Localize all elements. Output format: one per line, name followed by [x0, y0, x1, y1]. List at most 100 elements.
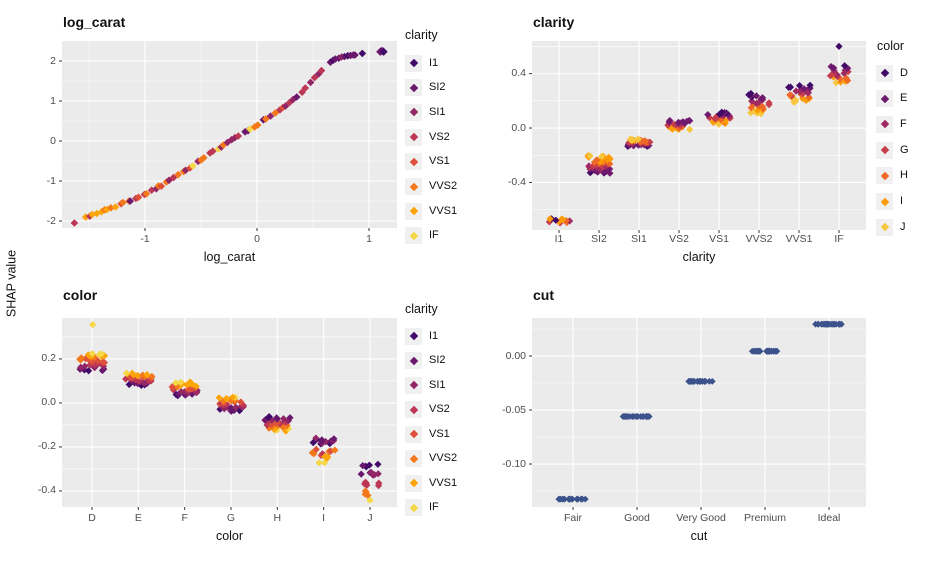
legend-swatch-diamond-icon — [880, 197, 889, 206]
panel-clarity — [529, 41, 866, 233]
legend-key — [405, 202, 422, 220]
y-tick-label: -1 — [46, 174, 56, 187]
legend-key-row: SI1 — [405, 376, 446, 394]
legend-swatch-diamond-icon — [409, 454, 418, 463]
legend-key-row: IF — [405, 499, 439, 516]
legend-key — [405, 128, 422, 146]
x-tick-label: F — [181, 512, 188, 524]
x-tick-label: Premium — [743, 512, 786, 524]
legend-key-label: E — [900, 92, 908, 105]
gridlines — [532, 41, 866, 230]
y-tick-label: -0.05 — [502, 403, 526, 416]
x-tick-label: SI2 — [591, 233, 607, 245]
x-tick-label: I1 — [554, 233, 564, 245]
legend-swatch-diamond-icon — [409, 231, 418, 241]
legend-key-label: SI1 — [429, 378, 446, 391]
y-tick-label: 0 — [50, 134, 56, 147]
legend-swatch-diamond-icon — [409, 58, 418, 68]
legend-key-label: SI1 — [429, 105, 446, 118]
legend-key — [876, 115, 893, 133]
y-tick-label: -0.4 — [37, 484, 56, 497]
legend-key — [405, 153, 422, 171]
legend-key-row: J — [876, 218, 906, 236]
y-tick-label: 0.00 — [505, 349, 526, 362]
legend-swatch-diamond-icon — [880, 171, 889, 181]
legend-swatch-diamond-icon — [409, 157, 418, 167]
legend-swatch-diamond-icon — [409, 132, 418, 142]
legend-key-label: VS2 — [429, 403, 450, 415]
panel-log_carat — [59, 41, 397, 231]
data-points — [555, 320, 845, 503]
y-tick-label: 0.0 — [511, 121, 526, 134]
legend-key — [405, 352, 422, 369]
y-axis-title: SHAP value — [4, 249, 19, 318]
legend-swatch-diamond-icon — [409, 405, 418, 414]
legend-key-label: I1 — [429, 329, 439, 342]
panel-title-clarity: clarity — [533, 14, 575, 30]
legend-swatch-diamond-icon — [409, 356, 418, 365]
x-tick-label: VVS2 — [745, 233, 773, 245]
x-tick-label: J — [367, 512, 373, 524]
panel-title-color: color — [63, 287, 98, 303]
legend-key-row: VVS2 — [405, 178, 457, 195]
x-tick-label: E — [134, 512, 142, 524]
legend-key-label: SI2 — [429, 81, 446, 94]
legend-swatch-diamond-icon — [409, 182, 418, 191]
legend-key — [405, 327, 422, 345]
y-tick-label: -0.4 — [507, 175, 526, 188]
legend-swatch-diamond-icon — [409, 206, 418, 216]
legend-key — [876, 141, 893, 159]
x-tick-label: SI1 — [631, 233, 647, 245]
x-axis-title-log-carat: log_carat — [203, 250, 256, 264]
legend-swatch-diamond-icon — [409, 429, 418, 439]
y-tick-label: 2 — [50, 54, 56, 67]
legend-key-row: VS1 — [405, 425, 450, 443]
legend-swatch-diamond-icon — [409, 478, 418, 488]
legend-key-row: SI1 — [405, 103, 446, 121]
legend-title-clarity-2: clarity — [405, 302, 438, 316]
legend-key-row: VS2 — [405, 128, 450, 146]
legend-key-row: F — [876, 115, 907, 133]
legend-swatch-diamond-icon — [409, 83, 418, 92]
legend-key-row: I1 — [405, 54, 438, 72]
y-tick-label: -0.2 — [37, 440, 56, 453]
legend-key-row: I1 — [405, 327, 439, 345]
x-tick-label: Good — [624, 512, 650, 524]
legend-key-label: H — [900, 169, 908, 182]
legend-key-label: IF — [429, 501, 439, 513]
legend-key — [405, 499, 422, 516]
legend-title-color: color — [877, 39, 905, 53]
y-tick-label: 0.4 — [511, 67, 526, 80]
x-tick-label: VVS1 — [785, 233, 813, 245]
legend-swatch-diamond-icon — [409, 108, 418, 117]
legend-key-label: VVS2 — [429, 452, 458, 464]
legend-key-row: E — [876, 90, 908, 108]
x-tick-label: VS2 — [669, 233, 689, 245]
legend-key-label: VS1 — [429, 427, 450, 440]
legend-key-row: VVS2 — [405, 450, 457, 467]
legend-key — [876, 64, 893, 82]
y-tick-label: -2 — [46, 214, 56, 227]
legend-key-label: VVS1 — [429, 476, 458, 489]
panel-title-log-carat: log_carat — [63, 14, 126, 30]
legend-key-label: VS1 — [429, 155, 450, 168]
x-axis-title-color: color — [215, 529, 244, 543]
tick-marks — [529, 355, 830, 510]
legend-key-label: J — [900, 220, 906, 233]
legend-key-row: VVS1 — [405, 202, 458, 220]
x-tick-label: 1 — [366, 233, 372, 245]
legend-key-label: F — [900, 117, 907, 130]
legend-key-label: VVS1 — [429, 204, 458, 217]
tick-marks — [529, 73, 840, 233]
legend-key-label: SI2 — [429, 354, 446, 366]
legend-key-row: G — [876, 141, 909, 159]
panel-cut — [529, 318, 866, 510]
legend-key — [405, 103, 422, 121]
legend-swatch-diamond-icon — [409, 331, 418, 341]
panel-background — [62, 41, 397, 228]
legend-key-label: D — [900, 66, 908, 79]
x-tick-label: IF — [834, 233, 844, 245]
legend-key-row: D — [876, 64, 908, 82]
